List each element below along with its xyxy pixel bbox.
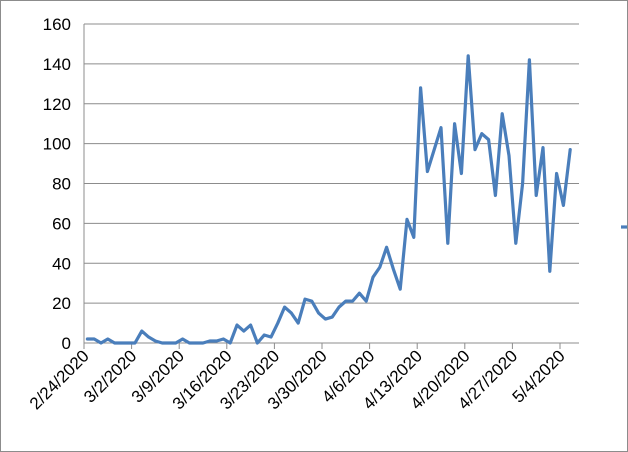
gridlines [84, 23, 579, 304]
series-layer [85, 54, 572, 345]
y-tick-label: 0 [62, 334, 71, 353]
data-point [181, 337, 184, 341]
x-axis-tick-labels: 2/24/20203/2/20203/9/20203/16/20203/23/2… [26, 346, 569, 413]
data-point [541, 146, 545, 149]
data-point [127, 341, 130, 345]
data-point [208, 339, 211, 343]
data-point [344, 299, 347, 303]
data-point [562, 204, 565, 207]
x-axis [83, 24, 579, 349]
data-point [290, 311, 293, 315]
data-point [555, 172, 558, 175]
y-tick-label: 140 [43, 55, 71, 74]
y-tick-label: 160 [43, 15, 71, 34]
data-point [419, 86, 422, 90]
data-point [283, 305, 286, 309]
data-point [460, 172, 463, 175]
data-point [473, 148, 477, 151]
y-tick-label: 100 [43, 135, 71, 154]
data-point [120, 341, 123, 345]
y-tick-label: 60 [52, 214, 71, 233]
y-tick-label: 20 [52, 294, 71, 313]
series-line [85, 54, 572, 345]
data-point [215, 339, 218, 343]
data-point [385, 246, 388, 249]
data-point [514, 242, 517, 245]
data-point [147, 335, 150, 339]
data-point [453, 122, 456, 125]
data-point [249, 323, 252, 327]
data-point [154, 339, 157, 343]
data-point [310, 299, 313, 303]
data-point [161, 341, 164, 345]
data-point [256, 341, 259, 345]
data-point [263, 333, 266, 337]
data-point [494, 194, 497, 197]
x-tick-label: 2/24/2020 [26, 346, 93, 413]
y-tick-label: 80 [52, 175, 71, 194]
data-point [222, 337, 225, 341]
data-point [276, 321, 279, 325]
data-point [337, 305, 341, 309]
data-point [242, 329, 245, 333]
data-point [317, 311, 320, 315]
data-point [195, 341, 198, 345]
data-point [269, 335, 273, 339]
data-point [480, 132, 483, 135]
data-point [446, 242, 449, 245]
data-point [106, 337, 110, 341]
data-point [297, 321, 300, 325]
data-point [201, 341, 205, 345]
data-point [331, 315, 334, 319]
data-point [188, 341, 191, 345]
data-point [426, 170, 429, 173]
data-point [174, 341, 177, 345]
data-point [167, 341, 171, 345]
data-point [140, 329, 143, 333]
data-point [365, 299, 368, 303]
y-tick-label: 120 [43, 95, 71, 114]
data-point [229, 341, 232, 345]
data-point [371, 276, 375, 279]
x-tick-label: 5/4/2020 [509, 346, 569, 406]
data-point [358, 291, 361, 295]
data-point [467, 54, 470, 58]
data-point [412, 236, 415, 239]
data-point [528, 58, 531, 62]
data-point [521, 182, 524, 185]
data-point [501, 112, 504, 115]
data-point [93, 337, 96, 341]
data-point [378, 266, 381, 269]
data-point [351, 299, 354, 303]
data-point [235, 323, 239, 327]
data-point [569, 148, 572, 151]
data-point [303, 297, 307, 301]
data-point [405, 218, 409, 221]
data-point [324, 317, 327, 321]
data-point [113, 341, 116, 345]
data-point [433, 148, 436, 151]
data-point [487, 138, 490, 141]
data-point [399, 287, 402, 291]
data-point [392, 268, 395, 271]
y-axis-tick-labels: 0 20 40 60 80 100 120 140 160 [43, 15, 71, 353]
data-point [535, 194, 538, 197]
data-point [86, 337, 89, 341]
data-point [99, 341, 103, 345]
data-point [439, 126, 443, 129]
y-tick-label: 40 [52, 254, 71, 273]
data-point [507, 154, 511, 157]
data-point [548, 270, 551, 273]
data-point [133, 341, 137, 345]
